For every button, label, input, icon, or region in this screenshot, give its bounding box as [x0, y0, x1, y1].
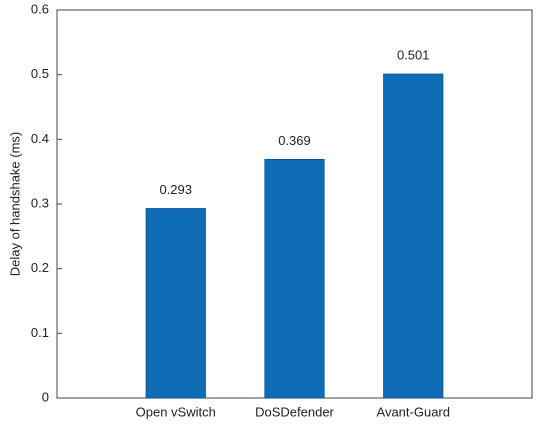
- x-tick-label: Open vSwitch: [136, 404, 216, 419]
- x-tick-label: DoSDefender: [255, 404, 334, 419]
- y-tick-label: 0.5: [31, 66, 49, 81]
- y-tick-label: 0.6: [31, 1, 49, 16]
- y-tick-label: 0.4: [31, 131, 49, 146]
- y-tick-label: 0.1: [31, 325, 49, 340]
- x-tick-label: Avant-Guard: [377, 404, 450, 419]
- y-tick-label: 0.2: [31, 260, 49, 275]
- bar: [145, 208, 206, 399]
- value-label: 0.369: [278, 133, 311, 148]
- y-tick-label: 0: [42, 389, 49, 404]
- value-label: 0.501: [397, 47, 430, 62]
- y-tick-label: 0.3: [31, 195, 49, 210]
- bar: [383, 73, 444, 399]
- bar: [264, 158, 325, 399]
- y-axis-label: Delay of handshake (ms): [7, 132, 22, 277]
- value-label: 0.293: [159, 182, 192, 197]
